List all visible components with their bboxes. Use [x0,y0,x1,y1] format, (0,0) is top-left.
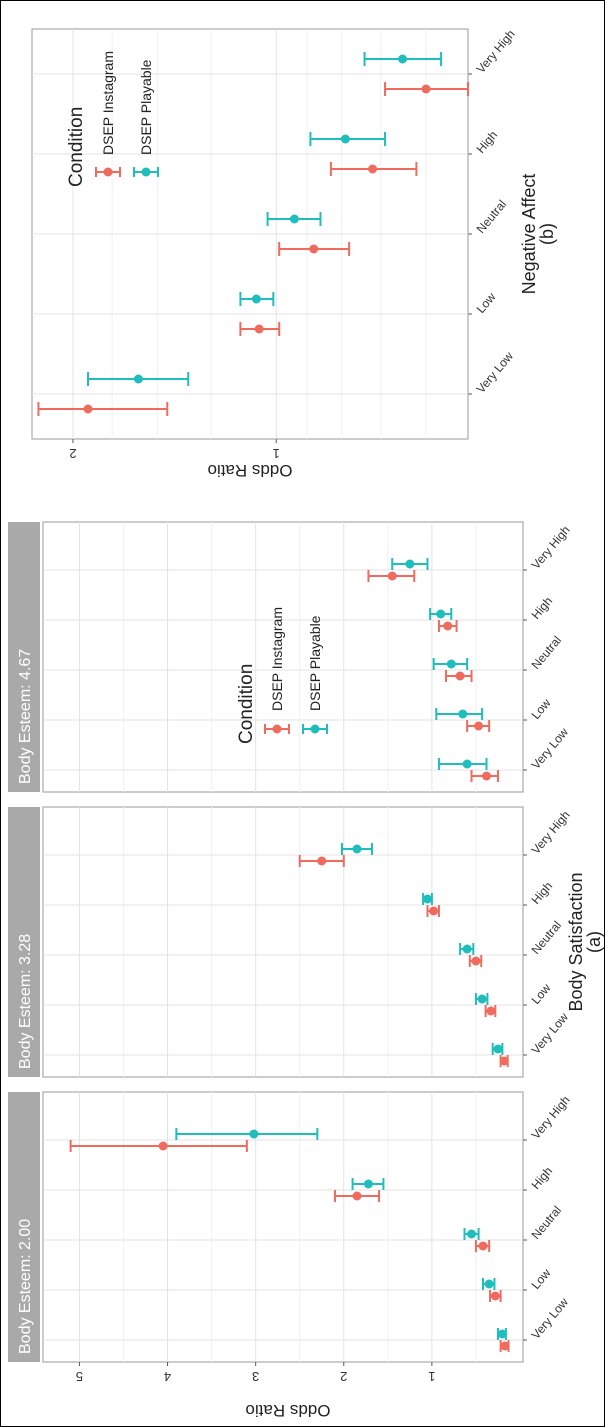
x-tick-label: Very High [529,808,573,857]
chart-b: 1 2 Odds Ratio Very Low Low Neutral High Very H… [31,27,557,480]
plot-area [42,806,524,1078]
data-point [458,709,468,719]
data-point [398,54,408,64]
x-tick-label: High [529,594,556,622]
facet-strip [8,807,40,1077]
legend-label: DSEP Instagram [100,51,116,155]
legend-title: Condition [66,107,87,187]
data-point [471,956,481,966]
x-tick-label: High [529,879,556,907]
x-tick-label: Very Low [529,725,572,772]
facet-strip-label: Body Esteem: 3.28 [17,934,34,1069]
data-point [497,1329,507,1339]
x-tick-label: Very High [529,523,573,572]
x-tick-label: Low [529,1266,554,1292]
data-point [474,721,484,731]
panel-caption-b: (b) [537,223,557,245]
data-point [484,1279,494,1289]
data-point [363,1179,373,1189]
data-point [387,571,397,581]
x-tick-label: Very Low [529,1010,572,1057]
y-axis-title-a: Odds Ratio [245,1401,330,1420]
data-point [500,1341,510,1351]
data-point [462,759,472,769]
data-point [254,324,264,334]
y-tick-label: 5 [76,1369,83,1384]
facet-panel: Body Esteem: 3.28 Very Low Low Neutral High V… [8,806,573,1078]
data-point [467,1229,477,1239]
facet-panel: Body Esteem: 2.00 Very Low Low Neutral High V… [8,1091,573,1363]
data-point [482,771,492,781]
facet-panel: Body Esteem: 4.67 Very Low Low Neutral High V… [8,521,573,793]
x-tick-label: Low [474,290,499,316]
data-point [429,906,439,916]
x-axis-title-b: Negative Affect [519,174,539,295]
facet-strip-label: Body Esteem: 2.00 [17,1219,34,1354]
legend-label: DSEP Playable [138,59,154,155]
legend-a: Condition DSEP Instagram DSEP Playable [236,607,328,744]
x-axis-title-a: Body Satisfaction [566,872,586,1011]
plot-area [42,521,524,793]
legend-label: DSEP Playable [307,615,323,711]
facet-strip-label: Body Esteem: 4.67 [17,649,34,784]
x-tick-label: Neutral [529,918,565,957]
y-tick-label: 2 [340,1369,347,1384]
data-point [317,856,327,866]
x-tick-label: Neutral [529,633,565,672]
x-tick-label: Very Low [474,349,517,396]
legend-label: DSEP Instagram [269,607,285,711]
x-tick-label: Neutral [529,1203,565,1242]
legend-key-point [272,724,282,734]
y-tick-label: 4 [164,1369,171,1384]
data-point [289,214,299,224]
facet-strip [8,522,40,792]
data-point [446,659,456,669]
y-tick-label: 1 [273,446,280,461]
legend-title: Condition [236,664,257,744]
data-point [499,1056,509,1066]
panel-caption-a: (a) [584,931,604,953]
data-point [422,894,432,904]
data-point [340,134,350,144]
x-tick-label: Very Low [529,1295,572,1342]
x-tick-label: Low [529,981,554,1007]
x-tick-label: Very High [529,1093,573,1142]
data-point [83,404,93,414]
data-point [352,1191,362,1201]
x-tick-label: Low [529,696,554,722]
data-point [352,844,362,854]
legend-key-point [141,167,151,177]
legend-key-point [310,724,320,734]
data-point [443,621,453,631]
data-point [158,1141,168,1151]
data-point [251,294,261,304]
data-point [249,1129,259,1139]
data-point [436,609,446,619]
legend-key-point [103,167,113,177]
data-point [490,1291,500,1301]
data-point [421,84,431,94]
y-tick-label: 3 [252,1369,259,1384]
x-tick-label: Neutral [474,197,510,236]
data-point [478,1241,488,1251]
x-tick-label: High [474,128,501,156]
plot-area [42,1091,524,1363]
data-point [462,944,472,954]
data-point [133,374,143,384]
y-tick-label: 2 [69,446,76,461]
data-point [405,559,415,569]
facet-strip [8,1092,40,1362]
data-point [368,164,378,174]
data-point [493,1044,503,1054]
y-axis-title-b: Odds Ratio [207,461,292,480]
data-point [455,671,465,681]
y-tick-label: 1 [428,1369,435,1384]
x-tick-label: High [529,1164,556,1192]
data-point [486,1006,496,1016]
x-tick-label: Very High [474,27,518,76]
data-point [309,244,319,254]
data-point [477,994,487,1004]
